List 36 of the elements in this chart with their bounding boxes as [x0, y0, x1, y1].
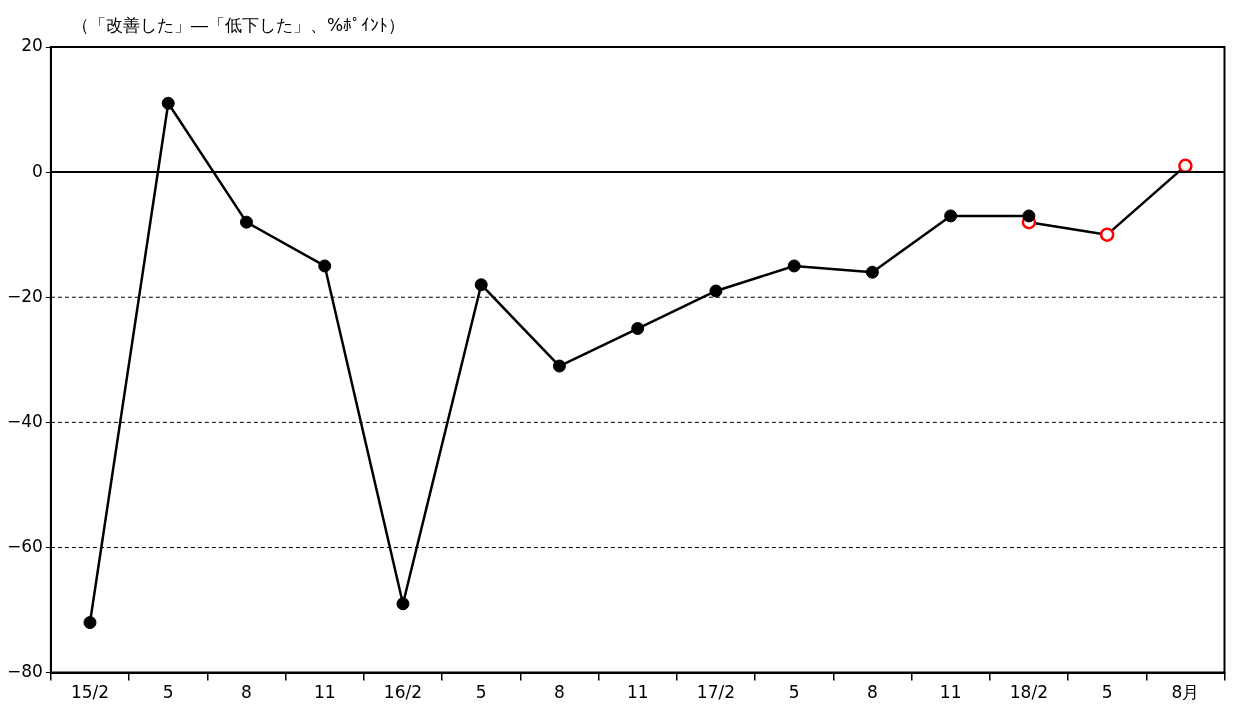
y-tick-label: −40 — [6, 410, 43, 431]
point — [944, 209, 958, 223]
x-tick-label: 8 — [554, 682, 565, 703]
y-tick-label: −80 — [6, 661, 43, 682]
x-tick-label: 17/2 — [696, 682, 736, 703]
point — [631, 322, 645, 336]
point — [1022, 209, 1036, 223]
x-tick-label: 11 — [313, 682, 336, 703]
x-tick-label: 5 — [1101, 682, 1113, 703]
point — [787, 259, 801, 273]
x-tick-label: 11 — [939, 682, 962, 703]
x-tick-label: 16/2 — [383, 682, 423, 703]
point — [396, 597, 410, 611]
x-tick-label: 5 — [788, 682, 800, 703]
x-tick-label: 18/2 — [1009, 682, 1048, 703]
y-tick-label: 0 — [32, 160, 43, 181]
x-tick-label: 11 — [626, 682, 649, 703]
point — [474, 278, 488, 292]
x-tick-label: 5 — [162, 682, 174, 703]
x-tick-label: 15/2 — [70, 682, 110, 703]
x-tick-label: 8 — [241, 682, 252, 703]
x-tick-label: 8 — [867, 682, 878, 703]
y-tick-label: 20 — [21, 35, 43, 56]
point — [1099, 227, 1115, 242]
point — [552, 359, 566, 373]
x-tick-label: 8月 — [1171, 682, 1200, 703]
point — [865, 265, 879, 279]
x-tick-label: 5 — [475, 682, 487, 703]
point — [239, 215, 253, 229]
y-tick-label: −60 — [6, 535, 43, 556]
point — [709, 284, 723, 298]
point — [83, 616, 97, 630]
y-tick-label: −20 — [6, 285, 43, 306]
point — [161, 96, 175, 110]
point — [318, 259, 332, 273]
y-axis-title: （「改善した」―「低下した」、%ﾎﾟｲﾝﾄ） — [72, 14, 406, 37]
